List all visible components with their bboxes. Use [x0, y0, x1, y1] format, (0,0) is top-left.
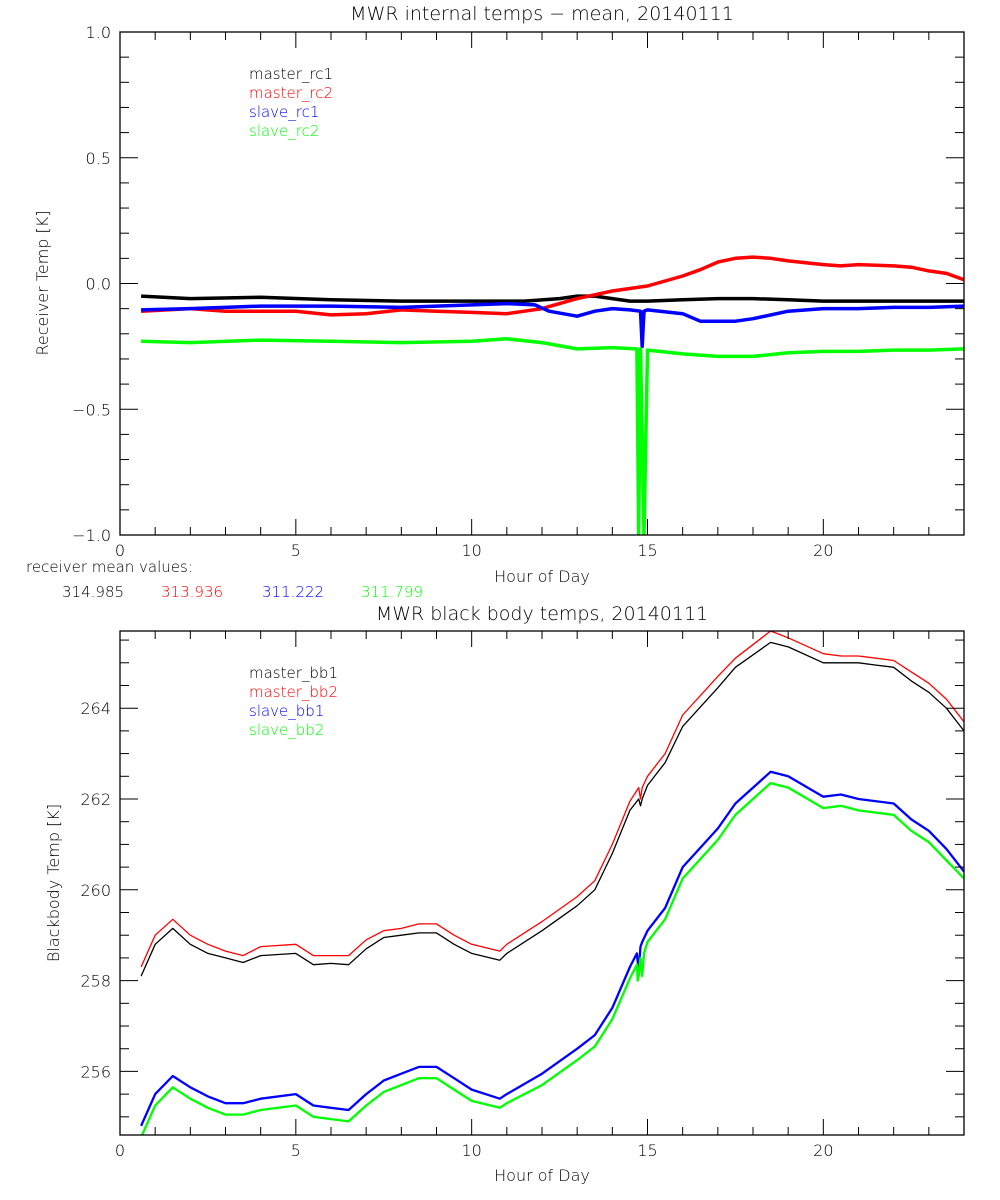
- y-tick-label: 260: [80, 881, 111, 900]
- y-tick-label: −1.0: [72, 526, 111, 545]
- y-tick-label: 0.5: [86, 149, 111, 168]
- plot-lines: [141, 255, 964, 535]
- series-line-slave_rc2: [141, 337, 964, 535]
- series-line-master_rc2: [141, 255, 964, 317]
- y-tick-label: 262: [80, 790, 111, 809]
- y-tick-label: −0.5: [72, 400, 111, 419]
- x-tick-label: 5: [291, 541, 301, 560]
- x-tick-label: 0: [115, 541, 125, 560]
- legend-entry: master_bb1: [249, 664, 338, 682]
- series-line-master_rc1: [141, 294, 964, 303]
- plot-frame: [119, 31, 965, 536]
- mean-value: 311.222: [262, 583, 324, 601]
- receiver-temps-panel: MWR internal temps − mean, 20140111 0 5 10…: [26, 3, 965, 601]
- x-axis-title: Hour of Day: [494, 1166, 590, 1185]
- x-tick-label: 20: [813, 1141, 833, 1160]
- annotation-label: receiver mean values:: [26, 558, 193, 576]
- y-tick-label: 0.0: [86, 275, 111, 294]
- y-axis-title: Blackbody Temp [K]: [44, 804, 63, 962]
- legend: master_rc1 master_rc2 slave_rc1 slave_rc…: [249, 65, 333, 140]
- series-line-slave_bb2: [140, 781, 964, 1135]
- y-tick-label: 264: [80, 699, 111, 718]
- series-line-master_bb1: [140, 641, 964, 977]
- axis-ticks: 0 5 10 15 20 256 258 260 262 264: [80, 631, 965, 1160]
- mean-value: 311.799: [361, 583, 423, 601]
- legend-entry: master_bb2: [249, 683, 338, 701]
- y-axis-title: Receiver Temp [K]: [33, 210, 52, 355]
- legend-entry: slave_bb2: [249, 721, 324, 739]
- series-line-master_bb2: [140, 631, 964, 968]
- chart-title: MWR black body temps, 20140111: [376, 603, 708, 625]
- y-tick-label: 256: [80, 1062, 111, 1081]
- legend-entry: slave_bb1: [249, 702, 324, 720]
- series-line-slave_bb1: [140, 770, 964, 1127]
- x-axis-title: Hour of Day: [494, 567, 590, 586]
- x-tick-label: 15: [637, 541, 657, 560]
- x-tick-label: 5: [291, 1141, 301, 1160]
- legend: master_bb1 master_bb2 slave_bb1 slave_bb…: [249, 664, 338, 739]
- legend-entry: master_rc1: [249, 65, 333, 83]
- x-tick-label: 10: [461, 1141, 481, 1160]
- receiver-mean-annotation: receiver mean values: 314.985 313.936 31…: [26, 558, 423, 601]
- legend-entry: slave_rc1: [249, 103, 319, 121]
- plot-lines: [140, 631, 964, 1135]
- chart-title: MWR internal temps − mean, 20140111: [350, 3, 734, 25]
- mean-value: 313.936: [161, 583, 223, 601]
- x-tick-label: 10: [461, 541, 481, 560]
- x-tick-label: 15: [637, 1141, 657, 1160]
- y-tick-label: 1.0: [86, 23, 111, 42]
- series-line-slave_rc1: [141, 301, 964, 349]
- mean-value: 314.985: [62, 583, 124, 601]
- legend-entry: slave_rc2: [249, 122, 319, 140]
- y-tick-label: 258: [80, 972, 111, 991]
- axis-ticks: 0 5 10 15 20 −1.0 −0.5 0.0 0.5 1.0: [72, 23, 965, 560]
- plot-frame: [119, 630, 965, 1136]
- legend-entry: master_rc2: [249, 84, 333, 102]
- x-tick-label: 20: [813, 541, 833, 560]
- blackbody-temps-panel: MWR black body temps, 20140111 0 5 10 15 20 2…: [44, 603, 965, 1185]
- x-tick-label: 0: [115, 1141, 125, 1160]
